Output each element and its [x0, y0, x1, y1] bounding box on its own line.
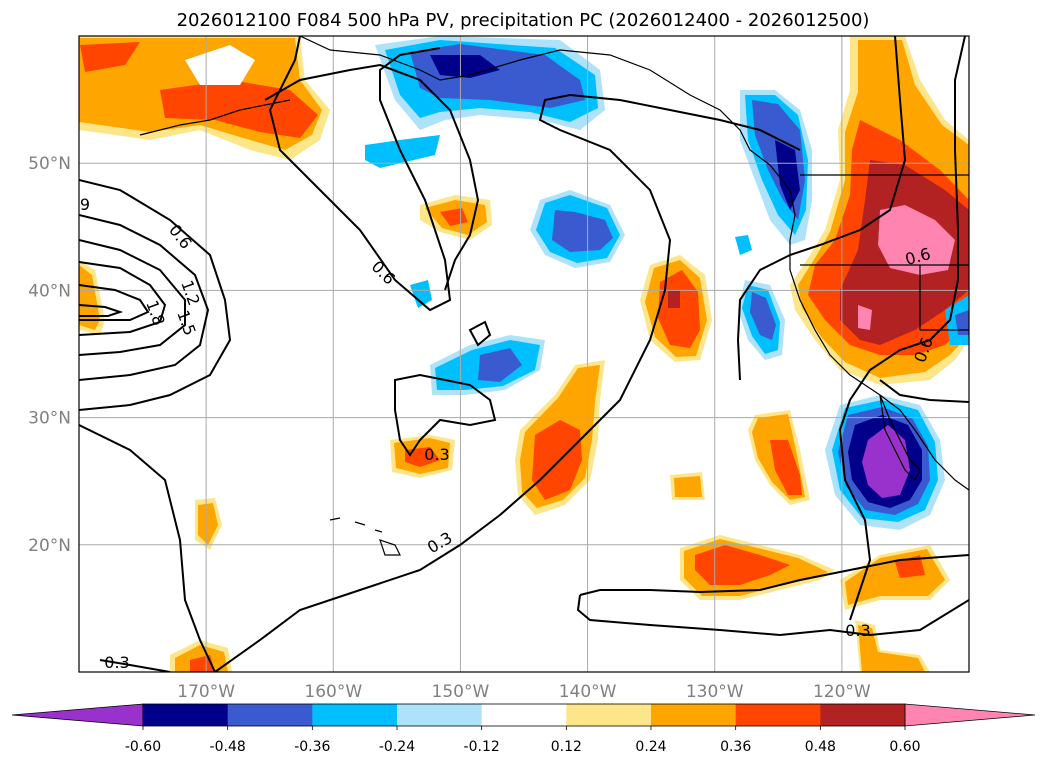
y-tick-label: 40°N [28, 281, 71, 301]
gridlines [79, 36, 969, 672]
colorbar-extend-high [904, 703, 1036, 727]
pv-contour-line [79, 284, 150, 321]
colorbar-tick-label: -0.48 [210, 739, 246, 755]
precip-region [430, 55, 500, 78]
border-us-states [800, 264, 969, 331]
precip-region [365, 135, 440, 168]
pv-contour-line [79, 304, 124, 317]
precip-fills [79, 36, 969, 672]
colorbar-swatch [397, 704, 483, 726]
precip-region [858, 625, 925, 672]
precip-region [440, 208, 468, 226]
precip-region [695, 545, 790, 585]
y-tick-label: 30°N [28, 409, 71, 429]
x-tick-label: 170°W [177, 682, 235, 702]
colorbar-tick-label: -0.36 [294, 739, 330, 755]
precip-region [198, 503, 218, 545]
precip-region [79, 265, 100, 330]
precip-region [532, 420, 582, 500]
pv-contour-line [79, 214, 210, 381]
hawaii-islands [329, 517, 401, 556]
colorbar-swatch [481, 704, 567, 726]
colorbar-extend-low [11, 703, 144, 727]
x-tick-label: 120°W [813, 682, 871, 702]
contour-label: 9 [80, 195, 90, 214]
precip-region [478, 348, 522, 382]
colorbar-swatch [651, 704, 737, 726]
colorbar-swatch [143, 704, 229, 726]
pv-contour-line [79, 261, 167, 336]
pv-contour-line [214, 93, 801, 672]
colorbar-swatch [227, 704, 313, 726]
precip-region [735, 235, 752, 255]
pv-contour-line [579, 554, 969, 596]
colorbar-tick-label: 0.48 [805, 739, 836, 755]
pv-contour-line [576, 594, 969, 637]
y-axis-ticks: 20°N 30°N 40°N 50°N [28, 154, 71, 556]
map-area: 0.60.61.21.51.80.60.60.30.30.30.39 [79, 36, 969, 672]
precip-region [770, 440, 802, 495]
pv-contour-line [79, 239, 186, 356]
contour-label: 0.3 [104, 653, 129, 672]
precip-region [862, 425, 910, 498]
pv-contours [79, 36, 969, 672]
aleutian-islands [139, 99, 291, 136]
colorbar-tick-label: 0.60 [889, 739, 920, 755]
pv-contour-line [736, 36, 907, 381]
precip-region [410, 280, 432, 308]
pv-contour-line [468, 320, 492, 347]
precip-region [674, 476, 702, 497]
precip-region [858, 305, 872, 330]
pv-contour-line [879, 379, 969, 403]
y-tick-label: 20°N [28, 536, 71, 556]
coastline-baja [879, 394, 921, 482]
precip-region [80, 42, 140, 72]
colorbar-swatch [820, 704, 906, 726]
pv-contour-line [264, 63, 480, 291]
chart-title: 2026012100 F084 500 hPa PV, precipitatio… [177, 10, 870, 31]
x-tick-label: 140°W [559, 682, 617, 702]
pv-contour-line [268, 36, 452, 312]
map-frame [78, 35, 970, 673]
coastline-north-america [299, 36, 969, 491]
pv-contour-line [394, 373, 497, 457]
precip-region [668, 290, 680, 308]
precip-region [552, 210, 613, 252]
x-tick-label: 130°W [686, 682, 744, 702]
colorbar-tick-label: -0.24 [379, 739, 415, 755]
precip-region [878, 205, 955, 275]
coastlines [139, 36, 969, 556]
x-axis-ticks: 170°W 160°W 150°W 140°W 130°W 120°W [177, 682, 871, 702]
x-tick-label: 160°W [304, 682, 362, 702]
precip-region [750, 292, 776, 340]
contour-label: 0.3 [424, 445, 449, 464]
colorbar-swatch [566, 704, 652, 726]
pv-contour-line [79, 179, 232, 411]
colorbar-frame [142, 703, 906, 727]
y-tick-label: 50°N [28, 154, 71, 174]
precip-region [185, 45, 255, 85]
pv-contour-line [79, 424, 216, 672]
colorbar-swatch [312, 704, 398, 726]
x-tick-label: 150°W [432, 682, 490, 702]
colorbar-tick-label: 0.24 [635, 739, 666, 755]
contour-label: 0.3 [845, 621, 870, 640]
precip-region [775, 140, 800, 210]
precip-region [658, 270, 700, 348]
pv-contour-line [99, 659, 171, 672]
colorbar-tick-label: 0.12 [551, 739, 582, 755]
precip-region [955, 310, 969, 335]
pv-contour-line [838, 36, 966, 621]
colorbar-swatch [735, 704, 821, 726]
precip-region [405, 447, 440, 467]
colorbar-tick-label: -0.60 [125, 739, 161, 755]
colorbar-tick-label: 0.36 [720, 739, 751, 755]
colorbar: -0.60 -0.48 -0.36 -0.24 -0.12 0.12 0.24 0.36 0.4… [11, 703, 1036, 755]
colorbar-tick-label: -0.12 [464, 739, 500, 755]
